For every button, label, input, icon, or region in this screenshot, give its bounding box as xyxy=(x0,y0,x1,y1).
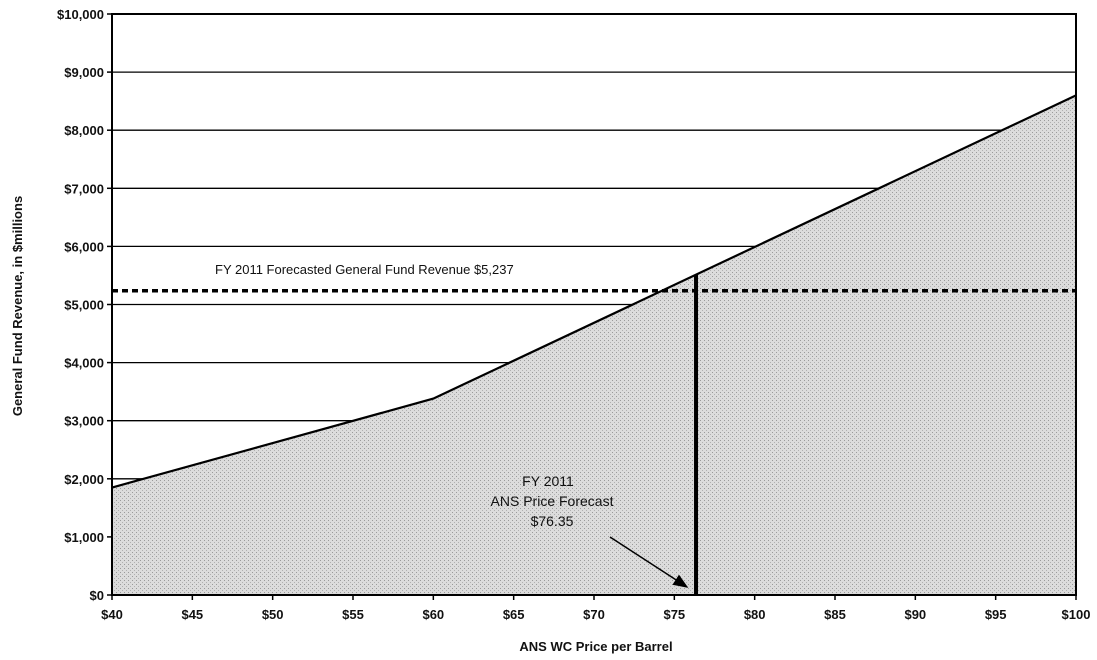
x-tick-label-60: $60 xyxy=(422,607,444,622)
x-tick-label-75: $75 xyxy=(663,607,685,622)
y-tick-label-3000: $3,000 xyxy=(64,414,104,429)
y-tick-label-5000: $5,000 xyxy=(64,298,104,313)
y-tick-label-9000: $9,000 xyxy=(64,65,104,80)
y-tick-label-1000: $1,000 xyxy=(64,530,104,545)
y-tick-label-8000: $8,000 xyxy=(64,123,104,138)
x-axis-label: ANS WC Price per Barrel xyxy=(519,639,672,654)
revenue-area-fill xyxy=(112,95,1076,595)
x-tick-label-100: $100 xyxy=(1062,607,1091,622)
forecast-price-label-line3: $76.35 xyxy=(531,513,574,529)
revenue-line xyxy=(111,94,1077,489)
x-tick-label-80: $80 xyxy=(744,607,766,622)
forecast-price-label-line1: FY 2011 xyxy=(522,473,574,489)
y-axis-ticks: $0 $1,000 $2,000 $3,000 $4,000 $5,000 $6,000 $7… xyxy=(57,7,112,603)
x-tick-label-90: $90 xyxy=(904,607,926,622)
y-tick-label-0: $0 xyxy=(90,588,104,603)
x-axis-ticks: $40 $45 $50 $55 $60 $65 $70 $75 $80 $85 $90 $95 $100 xyxy=(101,595,1090,622)
y-tick-label-10000: $10,000 xyxy=(57,7,104,22)
x-tick-label-95: $95 xyxy=(985,607,1007,622)
y-tick-label-2000: $2,000 xyxy=(64,472,104,487)
x-tick-label-70: $70 xyxy=(583,607,605,622)
x-tick-label-40: $40 xyxy=(101,607,123,622)
forecast-price-label-line2: ANS Price Forecast xyxy=(491,493,614,509)
y-tick-label-4000: $4,000 xyxy=(64,356,104,371)
forecast-price-arrow xyxy=(609,536,689,588)
plot-area xyxy=(112,95,1076,595)
y-axis-label: General Fund Revenue, in $millions xyxy=(10,196,25,416)
x-tick-label-55: $55 xyxy=(342,607,364,622)
forecast-revenue-label: FY 2011 Forecasted General Fund Revenue … xyxy=(215,262,514,277)
x-tick-label-45: $45 xyxy=(181,607,203,622)
x-tick-label-50: $50 xyxy=(262,607,284,622)
x-tick-label-85: $85 xyxy=(824,607,846,622)
y-tick-label-7000: $7,000 xyxy=(64,181,104,196)
x-tick-label-65: $65 xyxy=(503,607,525,622)
y-tick-label-6000: $6,000 xyxy=(64,239,104,254)
